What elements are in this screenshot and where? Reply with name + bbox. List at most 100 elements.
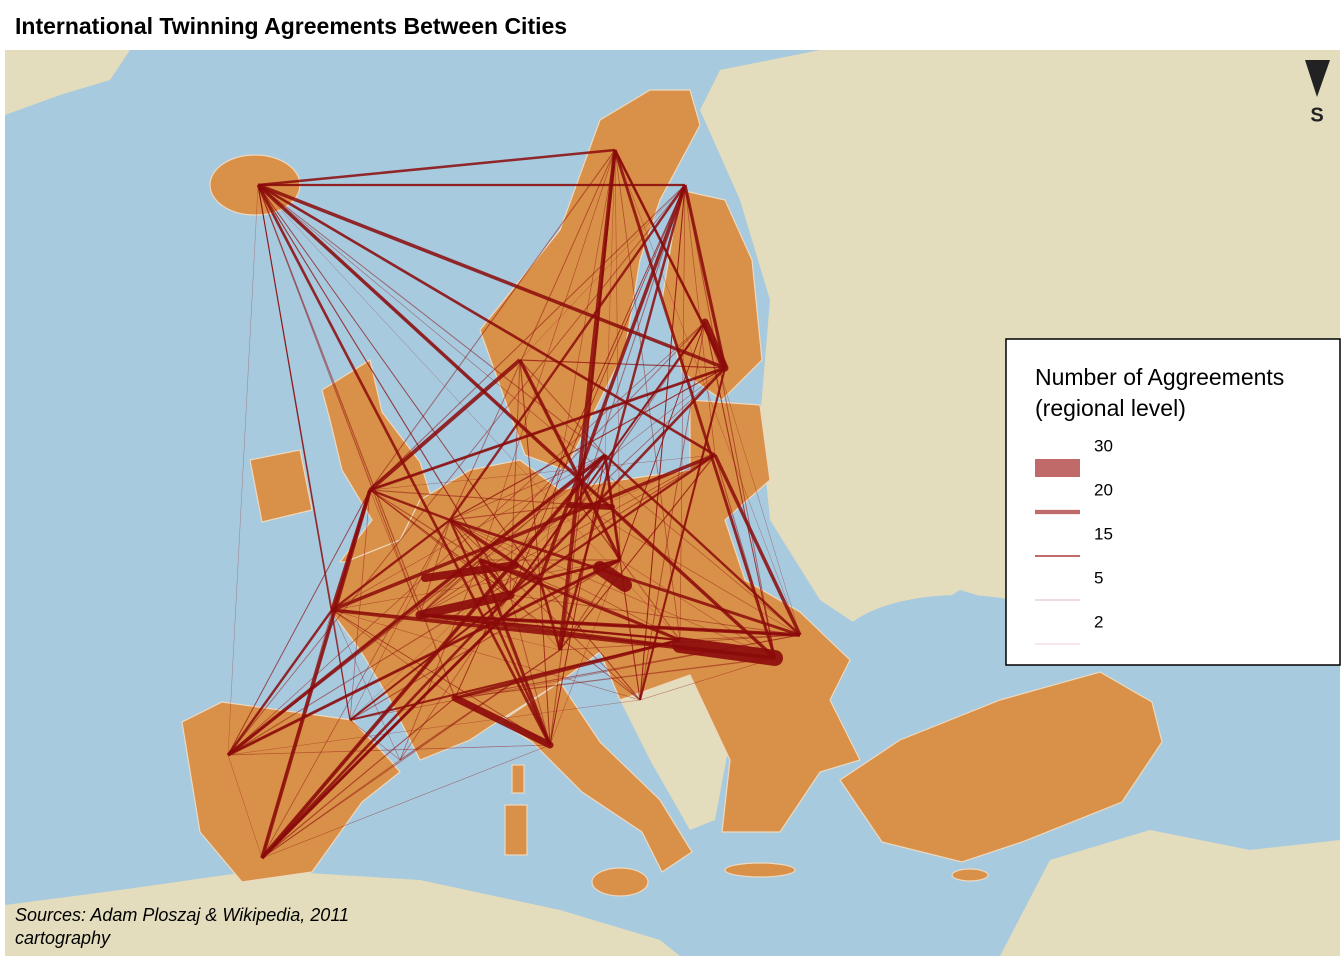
ireland	[249, 449, 313, 523]
flow-line	[478, 559, 552, 746]
flow-line	[257, 184, 351, 721]
flow-line	[558, 184, 687, 651]
flow-line	[614, 149, 621, 561]
flow-line	[449, 184, 686, 521]
flow-line	[451, 694, 554, 749]
flow-line	[227, 744, 551, 756]
flow-line	[579, 184, 686, 506]
flow-line	[369, 454, 716, 491]
flow-line	[419, 454, 606, 616]
flow-line	[419, 454, 716, 616]
flow-line	[257, 184, 606, 456]
flow-line	[604, 149, 616, 456]
legend-label: 5	[1094, 568, 1103, 587]
flow-line	[257, 148, 616, 187]
credit: cartography	[15, 928, 111, 948]
flow-line	[509, 367, 726, 596]
flow-line	[227, 454, 606, 756]
flow-line	[579, 504, 621, 561]
flow-line	[558, 149, 617, 651]
flow-line	[593, 561, 632, 592]
legend-label: 30	[1094, 436, 1113, 455]
flow-line	[479, 558, 541, 582]
flow-line	[519, 359, 541, 581]
flow-line	[349, 594, 511, 721]
flow-line	[454, 184, 686, 699]
legend-label: 15	[1094, 524, 1113, 543]
crete	[724, 862, 796, 878]
flow-line	[639, 367, 726, 701]
flow-line	[331, 609, 456, 699]
cyprus	[951, 868, 989, 882]
flow-line	[619, 559, 776, 659]
flow-line	[257, 184, 776, 659]
corsica	[511, 764, 525, 794]
flow-line	[684, 184, 776, 659]
flow-line	[257, 184, 541, 581]
sicily	[591, 867, 649, 897]
balkans	[620, 675, 730, 830]
flow-line	[257, 183, 726, 370]
flow-line	[331, 453, 716, 612]
legend-box	[1005, 338, 1341, 666]
greenland-edge	[5, 50, 130, 115]
flow-line	[369, 184, 686, 491]
flow-line	[261, 579, 541, 859]
flow-line	[349, 367, 726, 721]
flow-line	[227, 367, 726, 756]
flow-line	[448, 519, 552, 746]
flow-line	[369, 149, 616, 491]
flow-line	[549, 559, 621, 746]
flows	[226, 148, 802, 860]
flow-line	[449, 518, 541, 582]
north-arrow: S	[1305, 60, 1330, 126]
flow-line	[539, 579, 641, 701]
legend-label: 20	[1094, 480, 1113, 499]
flow-line	[257, 184, 716, 456]
north-arrow-symbol	[1305, 60, 1330, 97]
flow-line	[349, 559, 621, 721]
flow-line	[449, 519, 681, 641]
flow-line	[538, 579, 562, 651]
flow-line	[227, 184, 686, 756]
flow-line	[613, 149, 777, 659]
flow-line	[701, 318, 729, 372]
flow-line	[419, 613, 801, 637]
flow-line	[419, 614, 681, 641]
flow-line	[227, 754, 263, 859]
flow-line	[330, 489, 372, 611]
flow-line	[449, 504, 581, 521]
flow-line	[261, 609, 333, 859]
sources: Sources: Adam Ploszaj & Wikipedia, 2011	[15, 905, 349, 925]
flow-line	[579, 504, 801, 636]
flow-line	[519, 359, 726, 369]
flow-line	[331, 609, 641, 701]
flow-line	[567, 502, 615, 510]
flow-line	[519, 359, 621, 561]
flow-line	[369, 367, 726, 491]
flow-line	[227, 559, 621, 756]
legend-subtitle: (regional level)	[1035, 395, 1186, 421]
legend-title: Number of Aggreements	[1035, 364, 1284, 390]
north-label: S	[1310, 104, 1323, 126]
flow-line	[559, 454, 716, 651]
turkey	[839, 671, 1163, 863]
north-africa	[5, 870, 680, 956]
flow-line	[672, 637, 783, 666]
flow-line	[226, 609, 334, 756]
flow-line	[331, 609, 551, 746]
flow-line	[419, 614, 561, 651]
flow-line	[261, 697, 456, 859]
flow-line	[449, 519, 776, 659]
flow-line	[539, 579, 551, 746]
flow-line	[539, 579, 681, 641]
middle-east	[1000, 830, 1340, 956]
flow-line	[449, 367, 726, 521]
flow-line	[679, 634, 801, 641]
flow-line	[419, 519, 451, 616]
flow-line	[454, 657, 776, 699]
flow-line	[227, 489, 371, 756]
flow-line	[539, 559, 621, 581]
